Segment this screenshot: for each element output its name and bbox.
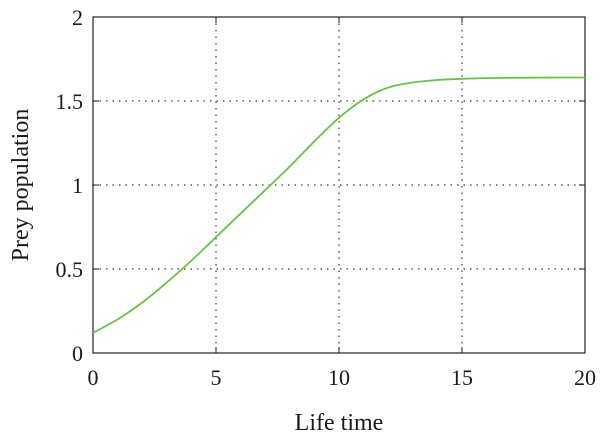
y-tick-label: 1 xyxy=(72,173,83,198)
series-group xyxy=(92,76,586,334)
ticks: 0 5 10 15 20 0 0.5 1 1.5 2 xyxy=(56,5,597,390)
x-axis-label: Life time xyxy=(295,410,384,436)
y-tick-label: 0.5 xyxy=(56,257,84,282)
y-tick-label: 0 xyxy=(72,341,83,366)
y-tick-label: 1.5 xyxy=(56,89,84,114)
prey-population-line xyxy=(92,76,586,334)
grid xyxy=(93,17,585,353)
x-tick-label: 10 xyxy=(328,365,350,390)
x-tick-label: 5 xyxy=(211,365,222,390)
y-tick-label: 2 xyxy=(72,5,83,30)
y-axis-label: Prey population xyxy=(8,109,34,262)
x-tick-label: 0 xyxy=(88,365,99,390)
plot-frame xyxy=(92,16,586,354)
x-tick-label: 20 xyxy=(574,365,596,390)
x-tick-label: 15 xyxy=(451,365,473,390)
